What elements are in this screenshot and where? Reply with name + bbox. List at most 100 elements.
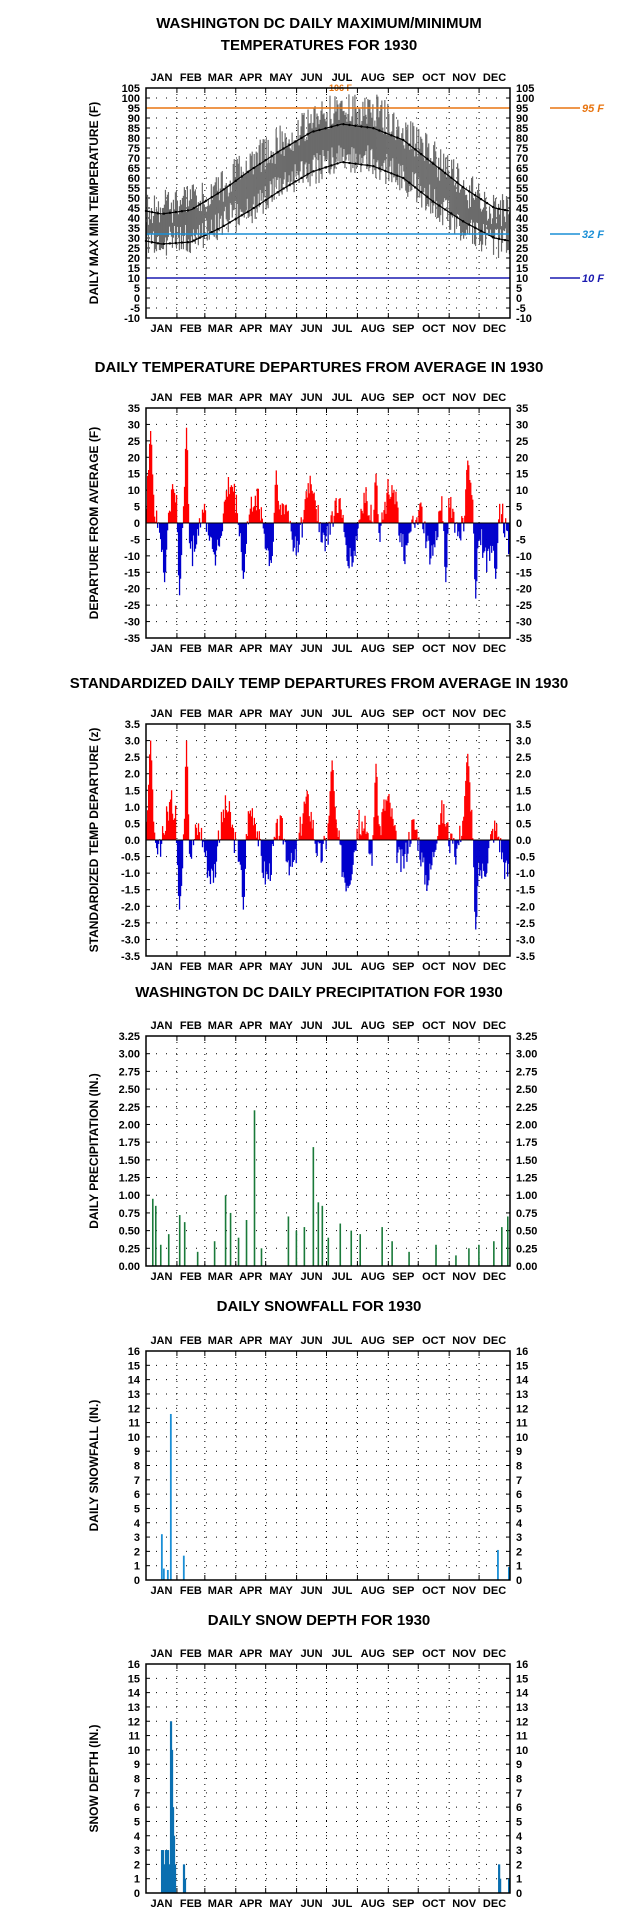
y-tick-label-left: 12	[128, 1403, 140, 1415]
negative-departure-bar	[214, 840, 217, 878]
month-label-bottom: NOV	[452, 643, 477, 655]
negative-departure-bar	[460, 840, 462, 843]
negative-departure-bar	[159, 523, 162, 540]
y-tick-label-left: -3.0	[121, 934, 140, 946]
positive-departure-bar	[391, 808, 393, 840]
month-label-bottom: DEC	[483, 643, 506, 655]
month-label-top: JAN	[150, 1020, 172, 1032]
positive-departure-bar	[163, 834, 166, 840]
negative-departure-bar	[508, 840, 510, 864]
positive-departure-bar	[360, 835, 362, 840]
positive-departure-bar	[332, 770, 334, 840]
y-tick-label-right: 15	[516, 1673, 528, 1685]
normal-line-marker	[396, 174, 399, 177]
positive-departure-bar	[381, 812, 383, 840]
month-label-top: MAY	[269, 392, 293, 404]
negative-departure-bar	[354, 523, 356, 556]
negative-departure-bar	[419, 840, 421, 860]
positive-departure-bar	[316, 521, 318, 523]
positive-departure-bar	[365, 833, 367, 840]
positive-departure-bar	[497, 837, 499, 840]
y-tick-label-right: 12	[516, 1716, 528, 1728]
month-label-top: MAR	[208, 392, 233, 404]
y-tick-label-left: 40	[128, 213, 140, 225]
month-label-bottom: SEP	[392, 961, 414, 973]
y-tick-label-left: 1.00	[119, 1190, 140, 1202]
positive-departure-bar	[250, 496, 253, 523]
month-label-top: AUG	[361, 1335, 385, 1347]
positive-departure-bar	[449, 507, 451, 523]
negative-departure-bar	[506, 523, 508, 531]
y-tick-label-right: -5	[516, 303, 526, 315]
negative-departure-bar	[448, 840, 450, 847]
negative-departure-bar	[349, 523, 351, 548]
normal-line-marker	[174, 210, 178, 214]
negative-departure-bar	[239, 523, 242, 534]
month-label-bottom: FEB	[180, 1585, 202, 1597]
y-axis-label: STANDARDIZED TEMP DEPARTURE (z)	[87, 728, 101, 953]
positive-departure-bar	[394, 824, 396, 840]
positive-departure-bar	[185, 427, 188, 523]
month-label-top: JUN	[301, 1020, 323, 1032]
positive-departure-bar	[468, 766, 470, 840]
y-tick-label-left: 4	[134, 1831, 141, 1843]
y-tick-label-right: 35	[516, 223, 528, 235]
y-tick-label-right: 11	[516, 1731, 528, 1743]
month-label-bottom: SEP	[392, 1271, 414, 1283]
y-tick-label-left: 0.5	[125, 818, 140, 830]
positive-departure-bar	[234, 512, 237, 523]
positive-departure-bar	[505, 518, 507, 523]
y-tick-label-right: 10	[516, 1745, 528, 1757]
month-label-bottom: APR	[239, 323, 262, 335]
month-label-bottom: AUG	[361, 1898, 385, 1910]
y-tick-label-left: 80	[128, 133, 140, 145]
negative-departure-bar	[245, 523, 248, 544]
positive-departure-bar	[390, 816, 392, 840]
month-label-top: OCT	[422, 72, 446, 84]
positive-departure-bar	[195, 827, 198, 840]
negative-departure-bar	[417, 523, 419, 525]
positive-departure-bar	[186, 450, 189, 523]
data-bar	[237, 1237, 240, 1266]
negative-departure-bar	[179, 840, 182, 897]
positive-departure-bar	[327, 823, 329, 840]
positive-departure-bar	[307, 794, 309, 840]
y-tick-label-right: 1.00	[516, 1190, 537, 1202]
normal-line-marker	[455, 181, 459, 184]
positive-departure-bar	[282, 504, 284, 523]
positive-departure-bar	[169, 511, 172, 523]
positive-departure-bar	[466, 469, 468, 523]
positive-departure-bar	[302, 813, 304, 840]
positive-departure-bar	[408, 831, 410, 840]
plot-frame	[145, 87, 511, 319]
negative-departure-bar	[397, 840, 399, 853]
month-label-top: MAR	[208, 708, 233, 720]
positive-departure-bar	[183, 818, 186, 840]
positive-departure-bar	[412, 515, 414, 523]
positive-departure-bar	[359, 519, 361, 523]
y-tick-label-right: 60	[516, 173, 528, 185]
positive-departure-bar	[396, 501, 398, 523]
positive-departure-bar	[361, 821, 363, 840]
positive-departure-bar	[150, 444, 153, 523]
negative-departure-bar	[263, 523, 265, 534]
y-tick-label-right: -2.5	[516, 918, 535, 930]
positive-departure-bar	[441, 800, 443, 840]
negative-departure-bar	[175, 840, 178, 844]
month-label-bottom: OCT	[422, 1585, 446, 1597]
data-bar	[160, 1534, 163, 1580]
y-tick-label-right: 1.25	[516, 1173, 537, 1185]
plot-frame	[145, 1663, 511, 1894]
normal-line-marker	[324, 127, 327, 130]
y-tick-label-right: 0.0	[516, 835, 531, 847]
negative-departure-bar	[210, 840, 213, 869]
positive-departure-bar	[391, 485, 393, 523]
positive-departure-bar	[468, 465, 470, 523]
month-label-bottom: AUG	[361, 643, 385, 655]
positive-departure-bar	[227, 476, 230, 523]
positive-departure-bar	[440, 510, 442, 523]
negative-departure-bar	[161, 523, 164, 550]
data-bars	[160, 1721, 511, 1893]
positive-departure-bar	[233, 483, 236, 523]
y-tick-label-right: 0.00	[516, 1261, 537, 1273]
